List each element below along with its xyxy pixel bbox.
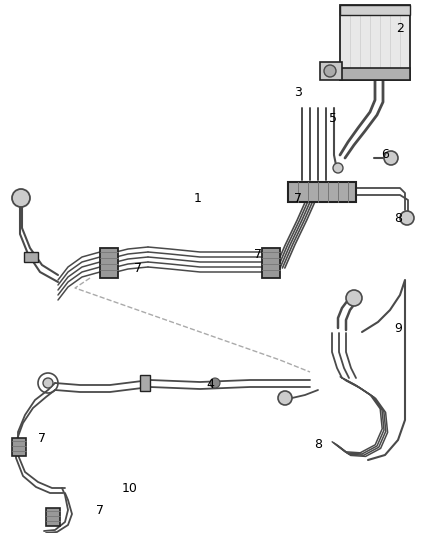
Bar — [340, 5, 410, 15]
Text: 8: 8 — [314, 439, 322, 451]
Bar — [340, 5, 410, 80]
Circle shape — [278, 391, 292, 405]
Text: 7: 7 — [294, 191, 302, 205]
Circle shape — [43, 378, 53, 388]
Bar — [288, 182, 356, 202]
Text: 9: 9 — [394, 321, 402, 335]
Text: 8: 8 — [394, 212, 402, 224]
Circle shape — [333, 163, 343, 173]
Text: 7: 7 — [254, 248, 262, 262]
Text: 5: 5 — [329, 111, 337, 125]
Text: 1: 1 — [194, 191, 202, 205]
Text: 6: 6 — [381, 149, 389, 161]
Bar — [24, 252, 38, 262]
Text: 7: 7 — [96, 504, 104, 516]
Circle shape — [210, 378, 220, 388]
Bar — [46, 508, 60, 526]
Text: 7: 7 — [38, 432, 46, 445]
Circle shape — [12, 189, 30, 207]
Circle shape — [400, 211, 414, 225]
Bar — [140, 375, 150, 391]
Bar — [12, 438, 26, 456]
Circle shape — [384, 151, 398, 165]
Bar — [100, 248, 118, 278]
Circle shape — [346, 290, 362, 306]
Text: 2: 2 — [396, 21, 404, 35]
Bar — [320, 62, 342, 80]
Text: 4: 4 — [206, 378, 214, 392]
Text: 3: 3 — [294, 85, 302, 99]
Bar — [340, 68, 410, 80]
Text: 7: 7 — [134, 262, 142, 274]
Bar — [262, 248, 280, 278]
Text: 10: 10 — [122, 481, 138, 495]
Circle shape — [324, 65, 336, 77]
